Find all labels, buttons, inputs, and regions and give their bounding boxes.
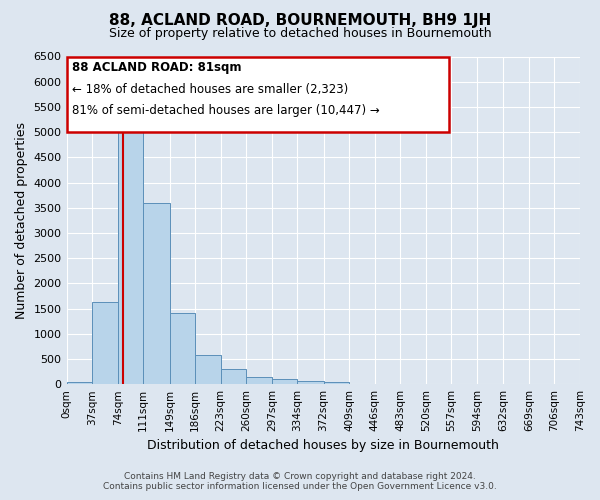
X-axis label: Distribution of detached houses by size in Bournemouth: Distribution of detached houses by size … xyxy=(148,440,499,452)
Bar xyxy=(67,382,92,384)
Bar xyxy=(272,379,298,384)
Bar xyxy=(143,202,170,384)
Bar xyxy=(323,382,349,384)
Bar xyxy=(221,369,246,384)
Text: ← 18% of detached houses are smaller (2,323): ← 18% of detached houses are smaller (2,… xyxy=(71,82,348,96)
Text: 81% of semi-detached houses are larger (10,447) →: 81% of semi-detached houses are larger (… xyxy=(71,104,379,117)
Bar xyxy=(170,312,195,384)
Y-axis label: Number of detached properties: Number of detached properties xyxy=(15,122,28,319)
Bar xyxy=(246,376,272,384)
Bar xyxy=(298,381,323,384)
Text: Size of property relative to detached houses in Bournemouth: Size of property relative to detached ho… xyxy=(109,28,491,40)
Text: 88 ACLAND ROAD: 81sqm: 88 ACLAND ROAD: 81sqm xyxy=(71,62,241,74)
Text: 88, ACLAND ROAD, BOURNEMOUTH, BH9 1JH: 88, ACLAND ROAD, BOURNEMOUTH, BH9 1JH xyxy=(109,12,491,28)
Bar xyxy=(195,355,221,384)
Text: Contains HM Land Registry data © Crown copyright and database right 2024.
Contai: Contains HM Land Registry data © Crown c… xyxy=(103,472,497,491)
Bar xyxy=(67,56,449,132)
Bar xyxy=(92,302,118,384)
Bar xyxy=(118,128,143,384)
